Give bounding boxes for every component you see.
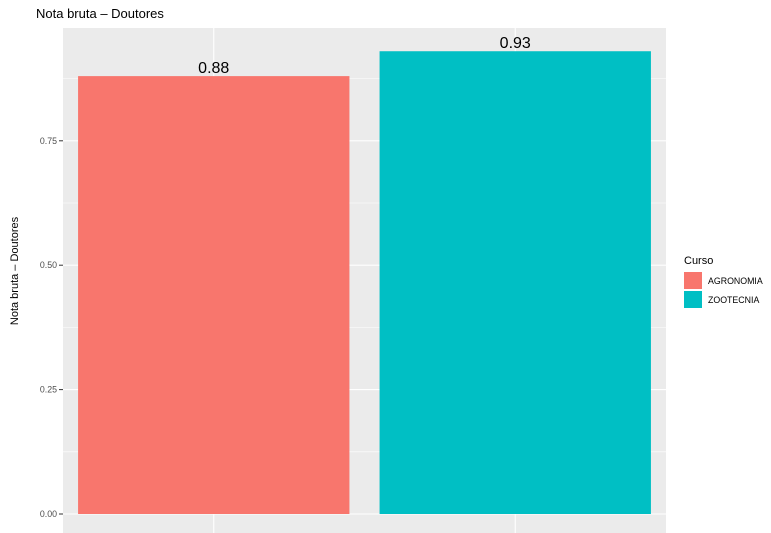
bar-zootecnia	[379, 51, 651, 515]
legend-label: ZOOTECNIA	[708, 295, 759, 305]
data-label: 0.93	[500, 35, 531, 52]
data-label: 0.88	[198, 60, 229, 77]
y-tick-label: 0.75	[40, 136, 57, 146]
chart-title: Nota bruta – Doutores	[36, 6, 164, 21]
legend: Curso AGRONOMIA ZOOTECNIA	[684, 255, 763, 308]
y-axis: 0.00 0.25 0.50 0.75	[40, 136, 63, 519]
legend-label: AGRONOMIA	[708, 276, 763, 286]
legend-key-agronomia	[684, 272, 702, 289]
legend-key-zootecnia	[684, 291, 702, 308]
bar-agronomia	[78, 76, 350, 514]
y-axis-title: Nota bruta – Doutores	[9, 216, 21, 325]
legend-title: Curso	[684, 255, 713, 267]
y-tick-label: 0.00	[40, 509, 57, 519]
data-labels: 0.88 0.93	[198, 35, 531, 77]
y-tick-label: 0.50	[40, 260, 57, 270]
bars	[78, 51, 651, 515]
y-tick-label: 0.25	[40, 385, 57, 395]
